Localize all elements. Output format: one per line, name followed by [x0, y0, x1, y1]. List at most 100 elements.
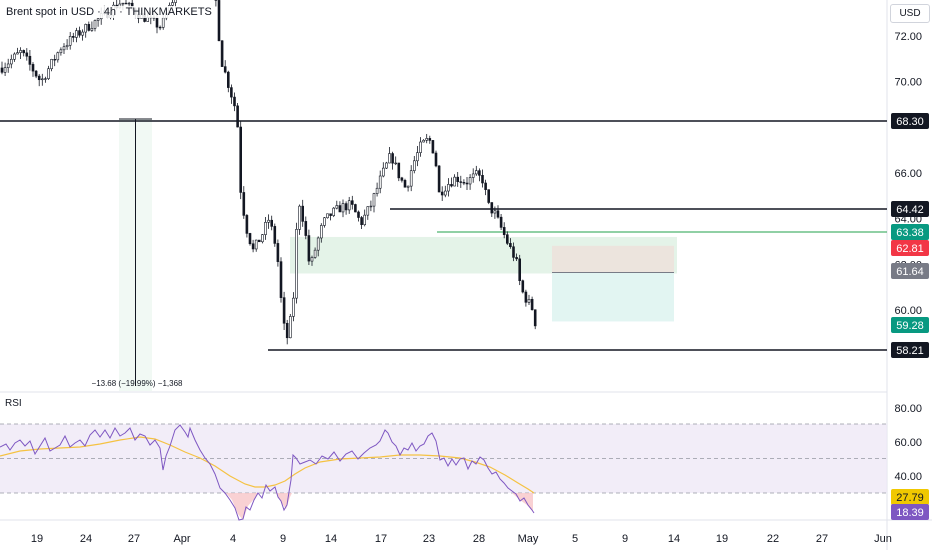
- currency-unit-button[interactable]: USD: [890, 4, 930, 23]
- price-badge-58-21: 58.21: [891, 342, 929, 358]
- candle: [282, 291, 286, 331]
- candle: [481, 169, 484, 188]
- price-tick-label: 70.00: [894, 77, 922, 89]
- candle: [329, 213, 332, 221]
- candle: [37, 74, 41, 87]
- candle: [447, 178, 450, 197]
- candle: [347, 196, 351, 214]
- svg-text:63.38: 63.38: [896, 227, 924, 239]
- time-tick-label: 23: [423, 533, 435, 545]
- candle: [354, 203, 357, 213]
- candle: [50, 58, 53, 72]
- candle: [78, 26, 81, 38]
- candle: [47, 65, 50, 80]
- candle: [307, 229, 311, 265]
- price-range-measure[interactable]: −13.68 (−19.99%) −1,368: [92, 118, 184, 391]
- candle: [391, 151, 394, 170]
- candle: [56, 51, 60, 63]
- svg-text:58.21: 58.21: [896, 345, 924, 357]
- candle: [403, 178, 407, 188]
- rsi-axis[interactable]: 80.00 60.00 40.00: [894, 403, 922, 483]
- time-tick-label: 5: [572, 533, 578, 545]
- candle: [96, 17, 100, 27]
- svg-text:62.81: 62.81: [896, 243, 924, 255]
- position-stop[interactable]: [552, 245, 674, 273]
- svg-text:27.79: 27.79: [896, 492, 924, 504]
- candle: [227, 70, 230, 93]
- candle: [214, 0, 218, 7]
- candle: [6, 58, 10, 73]
- time-tick-label: Jun: [874, 533, 892, 545]
- candle: [62, 43, 66, 55]
- rsi-tick-label: 40.00: [894, 471, 922, 483]
- candle: [490, 202, 494, 218]
- candle: [316, 236, 320, 257]
- time-tick-label: 9: [622, 533, 628, 545]
- time-axis[interactable]: 19 24 27 Apr 4 9 14 17 23 28 May 5 9 14 19 22 27 Jun: [31, 533, 892, 545]
- candle: [40, 73, 44, 86]
- candle: [31, 62, 35, 77]
- levels-layer[interactable]: [0, 120, 887, 351]
- candle: [239, 121, 242, 200]
- candle: [22, 49, 26, 57]
- candle: [279, 257, 283, 303]
- time-tick-label: 17: [375, 533, 387, 545]
- candle: [0, 61, 4, 75]
- time-tick-label: 9: [280, 533, 286, 545]
- candle: [450, 177, 453, 188]
- candle: [251, 239, 255, 253]
- candle: [474, 165, 478, 176]
- rsi-oversold-fill-3: [512, 493, 533, 512]
- candle: [431, 139, 435, 154]
- candle: [496, 205, 500, 219]
- candle: [230, 84, 233, 104]
- candle: [350, 195, 354, 210]
- candle: [233, 92, 236, 112]
- candle: [363, 209, 367, 227]
- candle: [527, 294, 531, 305]
- zones-layer: [290, 236, 677, 322]
- svg-text:64.42: 64.42: [896, 204, 924, 216]
- candle: [357, 210, 360, 222]
- candle: [344, 201, 348, 215]
- candle: [3, 62, 7, 76]
- candle: [304, 216, 308, 240]
- candle: [484, 179, 487, 196]
- candle: [416, 146, 419, 167]
- candle: [44, 76, 47, 83]
- candle: [87, 21, 91, 32]
- candle: [338, 201, 342, 213]
- candle: [236, 103, 239, 128]
- candle: [471, 168, 475, 183]
- candle: [422, 139, 425, 143]
- candle: [261, 234, 264, 244]
- candle: [34, 70, 38, 79]
- candle: [313, 247, 317, 259]
- rsi-title: RSI: [5, 398, 22, 409]
- candle: [90, 21, 94, 32]
- candle: [13, 52, 16, 62]
- candle: [478, 168, 481, 182]
- candle: [499, 214, 503, 231]
- time-tick-label: 27: [816, 533, 828, 545]
- time-tick-label: Apr: [173, 533, 190, 545]
- candle: [319, 223, 323, 243]
- time-tick-label: 14: [668, 533, 680, 545]
- rsi-badge-27-79: 27.79: [891, 489, 929, 505]
- position-target[interactable]: [552, 272, 674, 322]
- candle: [68, 31, 72, 50]
- candle: [459, 175, 463, 188]
- svg-text:68.30: 68.30: [896, 116, 924, 128]
- candle: [72, 32, 75, 43]
- price-badge-64-42: 64.42: [891, 201, 929, 217]
- candle: [515, 253, 518, 261]
- rsi-pane: [0, 423, 887, 521]
- candle: [310, 255, 314, 266]
- candles-layer: [0, 0, 537, 345]
- time-tick-label: 22: [767, 533, 779, 545]
- candle: [264, 216, 267, 240]
- price-badge-63-38: 63.38: [891, 224, 929, 240]
- time-tick-label: 14: [325, 533, 337, 545]
- rsi-tick-label: 80.00: [894, 403, 922, 415]
